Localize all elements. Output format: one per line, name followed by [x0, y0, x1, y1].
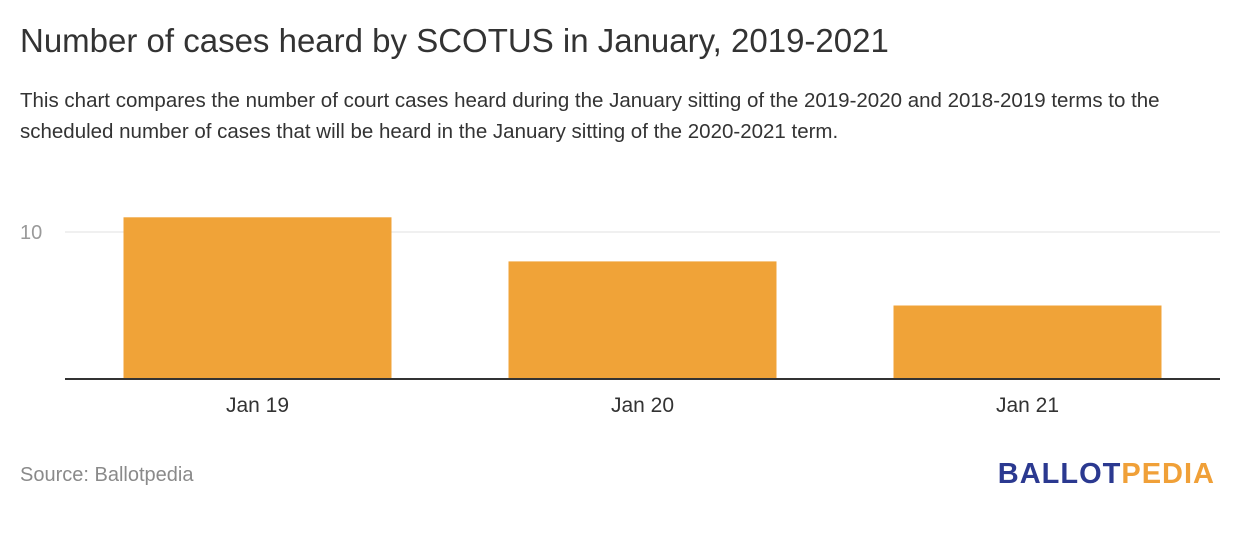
logo-text-pedia: PEDIA: [1121, 458, 1215, 490]
logo-text-ballot: BALLOT: [997, 458, 1122, 490]
bar-jan-19: [123, 217, 392, 379]
source-note: Source: Ballotpedia: [20, 464, 194, 486]
x-tick-label: Jan 21: [996, 394, 1059, 417]
bar-jan-21: [893, 305, 1162, 379]
bar-jan-20: [508, 261, 777, 379]
x-tick-label: Jan 20: [611, 394, 674, 417]
ballotpedia-logo[interactable]: BALLOTPEDIA: [998, 458, 1215, 491]
x-tick-label: Jan 19: [226, 394, 289, 417]
chart-title: Number of cases heard by SCOTUS in Janua…: [20, 22, 889, 59]
y-tick-label: 10: [20, 222, 42, 244]
chart-subtitle: This chart compares the number of court …: [20, 89, 1160, 143]
